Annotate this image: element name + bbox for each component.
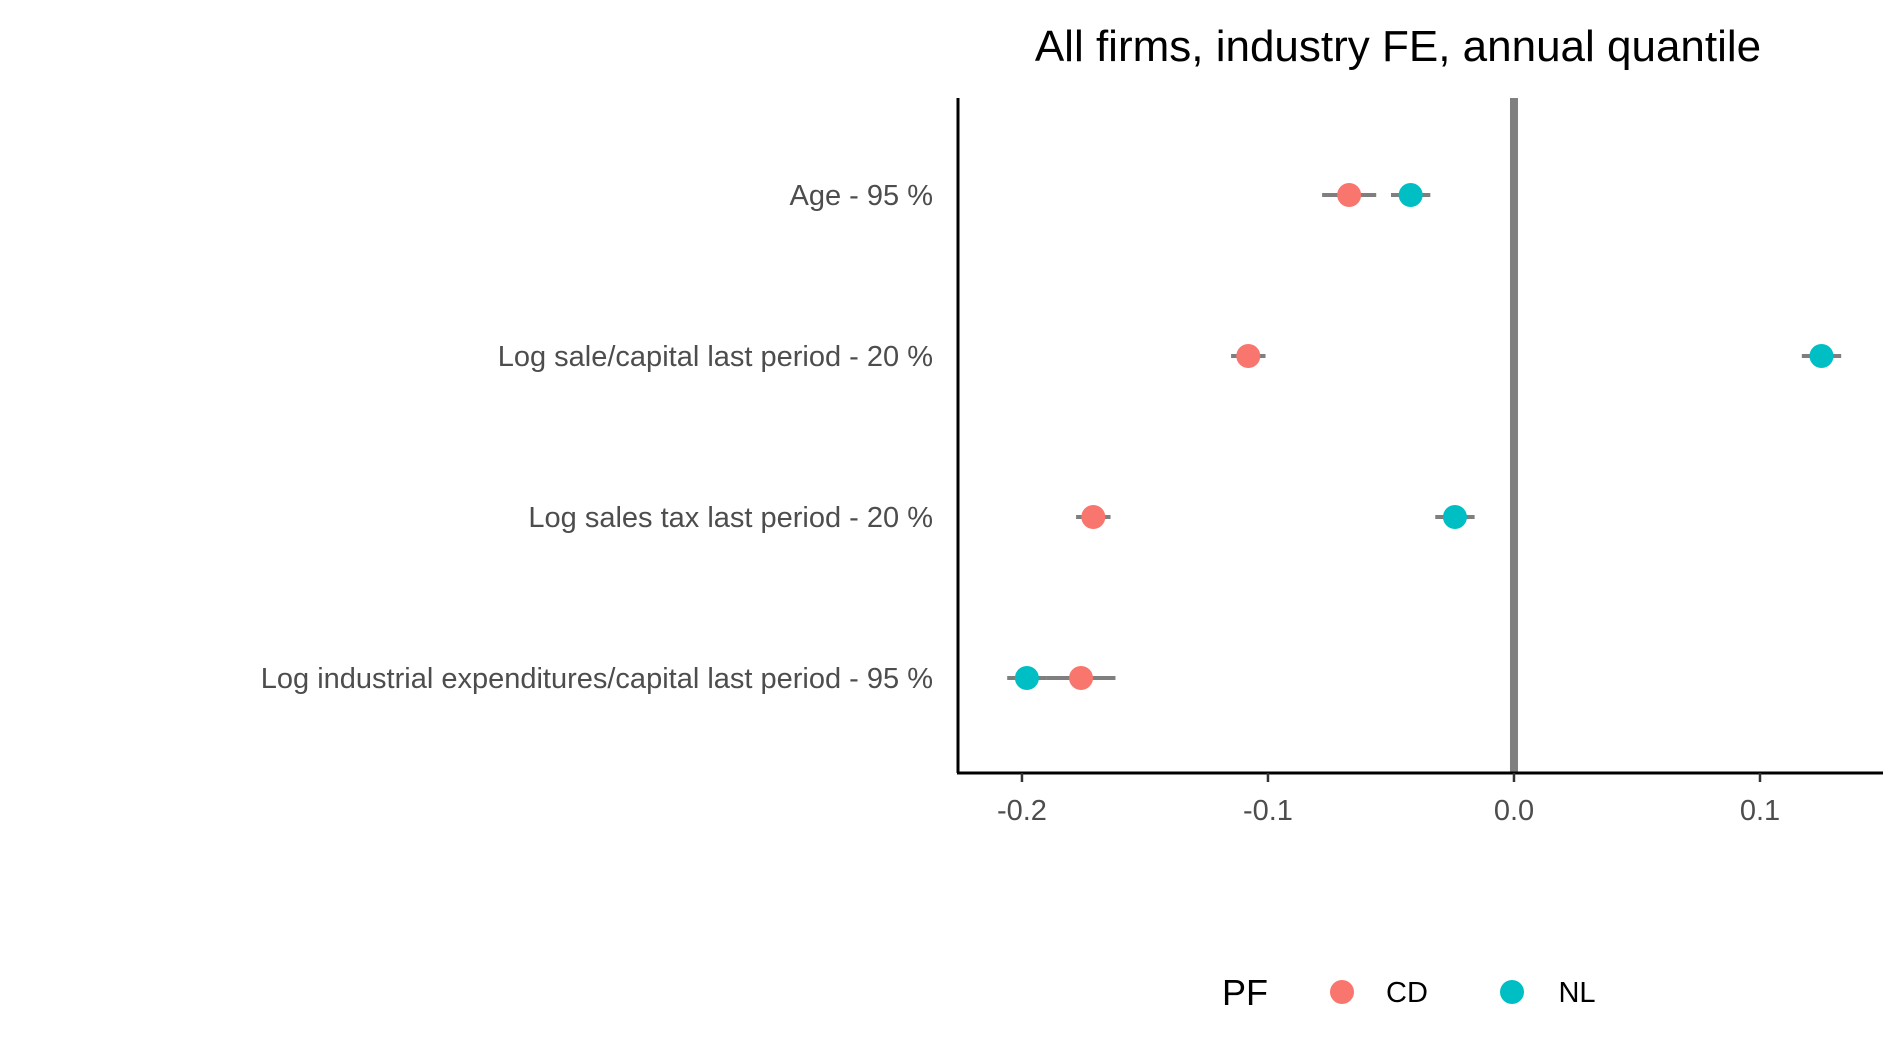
y-tick-label: Log sales tax last period - 20 %: [528, 502, 933, 534]
point-nl: [1014, 666, 1039, 690]
error-bars: [1007, 193, 1842, 680]
point-cd: [1069, 666, 1094, 690]
x-tick-label: -0.2: [997, 795, 1047, 827]
legend-label-cd: CD: [1386, 977, 1428, 1009]
point-nl: [1442, 505, 1467, 529]
x-tick-label: -0.1: [1243, 795, 1293, 827]
legend-label-nl: NL: [1558, 977, 1595, 1009]
y-tick-label: Log industrial expenditures/capital last…: [261, 663, 933, 695]
y-tick-label: Age - 95 %: [790, 180, 933, 212]
x-axis-ticks: -0.2 -0.1 0.0 0.1: [997, 773, 1780, 827]
x-tick-label: 0.1: [1740, 795, 1780, 827]
point-cd: [1236, 344, 1261, 368]
point-cd: [1337, 183, 1362, 207]
legend-key-nl: [1500, 980, 1524, 1004]
x-tick-label: 0.0: [1494, 795, 1534, 827]
legend-title: PF: [1222, 972, 1268, 1013]
data-points: [1014, 183, 1834, 690]
y-tick-label: Log sale/capital last period - 20 %: [498, 341, 933, 373]
legend: PF CD NL: [1222, 972, 1596, 1013]
point-nl: [1398, 183, 1423, 207]
point-nl: [1809, 344, 1834, 368]
chart-title: All firms, industry FE, annual quantile: [1035, 22, 1761, 71]
legend-key-cd: [1330, 980, 1354, 1004]
y-axis-tick-labels: Age - 95 % Log sale/capital last period -…: [261, 180, 933, 695]
point-cd: [1081, 505, 1106, 529]
